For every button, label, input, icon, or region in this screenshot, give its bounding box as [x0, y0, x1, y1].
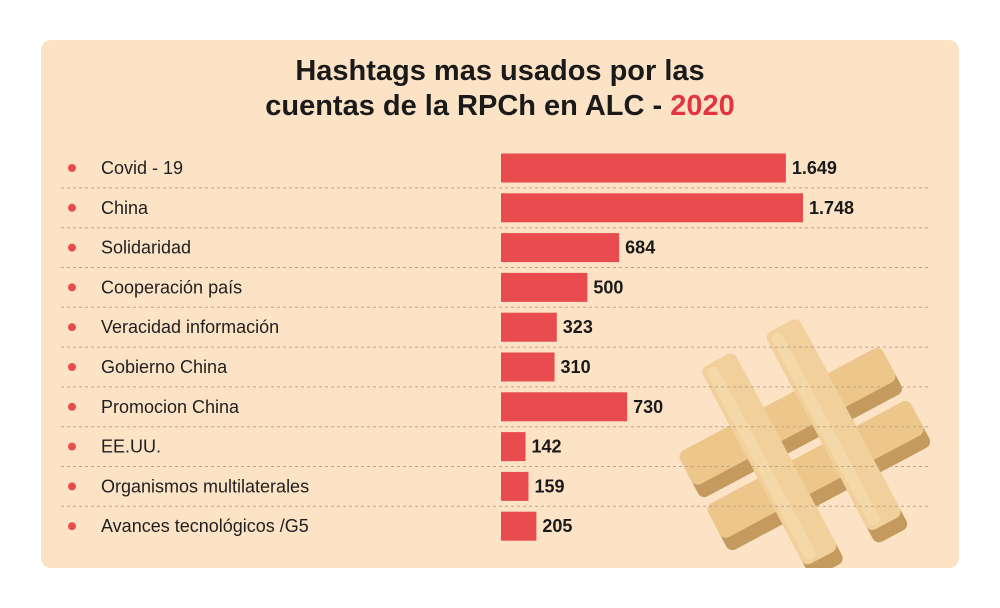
bar-row: EE.UU. 142 — [61, 432, 931, 467]
bar-row: Solidaridad 684 — [61, 233, 931, 268]
bullet-dot — [68, 323, 76, 332]
category-label: Gobierno China — [101, 357, 228, 377]
hashtag-3d-icon — [679, 319, 931, 568]
bar-row: Veracidad información 323 — [61, 312, 931, 348]
value-label: 684 — [625, 238, 655, 258]
value-label: 500 — [593, 277, 623, 297]
chart-card: Hashtags mas usados por las cuentas de l… — [41, 40, 959, 568]
bar — [501, 352, 555, 382]
bar-row: Promocion China 730 — [61, 392, 931, 428]
bar-row: Avances tecnológicos /G5 205 — [68, 511, 572, 541]
title-line-2: cuentas de la RPCh en ALC - 2020 — [41, 89, 959, 124]
bullet-dot — [68, 203, 76, 212]
category-label: Organismos multilaterales — [101, 476, 309, 496]
bar — [501, 312, 557, 342]
bar-row: Cooperación país 500 — [61, 272, 931, 308]
bullet-dot — [68, 164, 76, 172]
bar — [501, 432, 526, 462]
bar-row: Gobierno China 310 — [61, 352, 931, 388]
bullet-dot — [68, 363, 76, 371]
bullet-dot — [68, 442, 76, 451]
value-label: 1.649 — [792, 158, 837, 178]
bar — [501, 153, 786, 183]
bullet-dot — [68, 402, 76, 411]
category-label: Solidaridad — [101, 238, 191, 258]
category-label: Veracidad información — [101, 317, 279, 337]
chart-title: Hashtags mas usados por las cuentas de l… — [41, 54, 959, 124]
bar — [501, 392, 628, 422]
value-label: 730 — [633, 397, 663, 417]
bar-row: China 1.748 — [61, 193, 931, 229]
bullet-dot — [68, 482, 76, 491]
bar-row: Covid - 19 1.649 — [61, 153, 931, 189]
category-label: China — [101, 198, 149, 218]
title-line-2-text: cuentas de la RPCh en ALC - — [265, 90, 671, 122]
bar — [501, 471, 529, 501]
value-label: 310 — [561, 357, 591, 377]
bullet-dot — [68, 522, 76, 531]
value-label: 205 — [542, 516, 572, 536]
bar — [501, 193, 803, 223]
value-label: 323 — [563, 317, 593, 337]
bullet-dot — [68, 283, 76, 292]
category-label: Avances tecnológicos /G5 — [101, 516, 309, 536]
category-label: EE.UU. — [101, 437, 161, 457]
bar — [501, 511, 537, 541]
bar — [501, 233, 620, 263]
value-label: 1.748 — [809, 198, 854, 218]
title-year: 2020 — [670, 90, 735, 122]
category-label: Cooperación país — [101, 277, 242, 297]
bar — [501, 272, 588, 302]
title-line-1: Hashtags mas usados por las — [295, 55, 705, 87]
category-label: Promocion China — [101, 397, 240, 417]
value-label: 142 — [532, 437, 562, 457]
bar-row: Organismos multilaterales 159 — [61, 471, 931, 507]
bullet-dot — [68, 243, 76, 252]
value-label: 159 — [534, 476, 564, 496]
category-label: Covid - 19 — [101, 158, 183, 178]
bar-chart: Covid - 19 1.649 China 1.748 Solidaridad 684 C… — [61, 153, 931, 568]
